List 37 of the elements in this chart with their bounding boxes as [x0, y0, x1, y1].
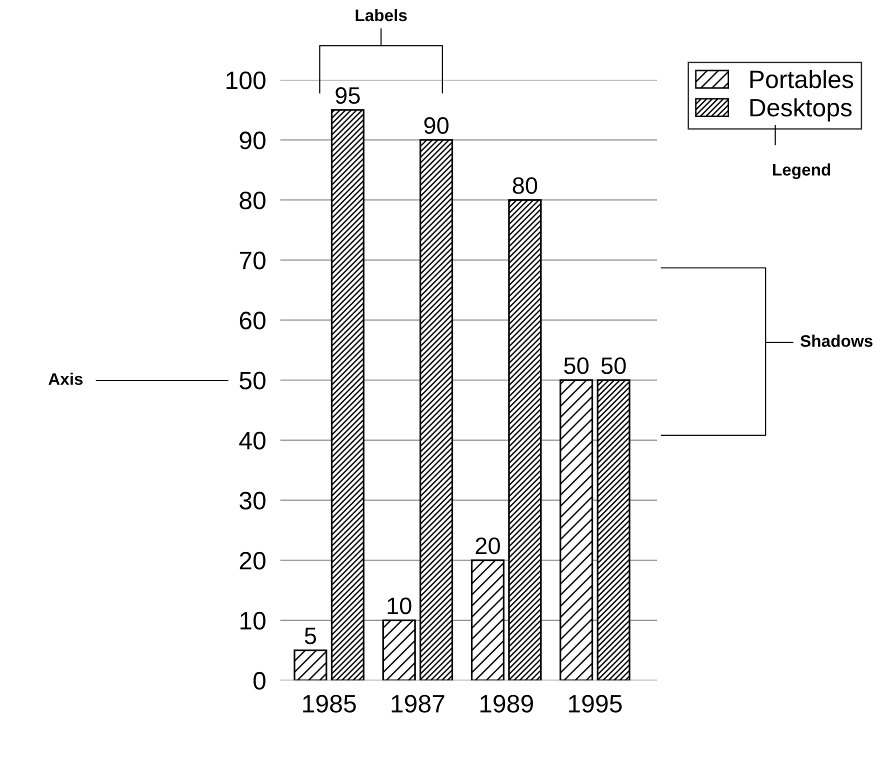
y-tick-label: 20	[240, 552, 266, 570]
bar	[470, 559, 505, 680]
bar	[382, 619, 416, 680]
bar	[560, 379, 594, 680]
x-tick-label: 1987	[392, 694, 444, 713]
legend-label: Desktops	[750, 98, 852, 122]
data-label: 80	[512, 177, 538, 194]
data-label: 90	[424, 117, 449, 134]
y-tick-label: 50	[240, 372, 266, 390]
x-tick-label: 1995	[569, 694, 622, 713]
data-label: 95	[336, 87, 360, 104]
data-label: 50	[564, 357, 589, 374]
y-tick-label: 10	[240, 612, 266, 630]
text: Shadows	[800, 334, 872, 347]
bar	[596, 379, 630, 680]
bar	[330, 109, 364, 680]
y-tick-label: 0	[254, 672, 266, 690]
y-tick-label: 30	[240, 492, 266, 510]
y-tick-label: 80	[240, 192, 266, 210]
bar	[420, 139, 454, 680]
x-tick-label: 1989	[480, 694, 533, 713]
bar	[508, 199, 542, 680]
legend-label: Portables	[750, 70, 854, 88]
x-tick-label: 1985	[303, 694, 356, 713]
y-tick-label: 90	[240, 132, 266, 150]
data-label: 5	[304, 628, 316, 644]
data-label: 20	[476, 537, 500, 554]
text: Axis	[48, 372, 83, 385]
bar	[294, 649, 328, 680]
y-tick-label: 70	[240, 252, 266, 270]
data-label: 10	[388, 598, 412, 614]
text: Legend	[773, 163, 830, 180]
y-tick-label: 40	[239, 432, 266, 450]
y-tick-label: 100	[226, 72, 266, 90]
y-tick-label: 60	[240, 312, 266, 330]
data-label: 50	[601, 357, 626, 374]
text: Labels	[356, 8, 407, 22]
